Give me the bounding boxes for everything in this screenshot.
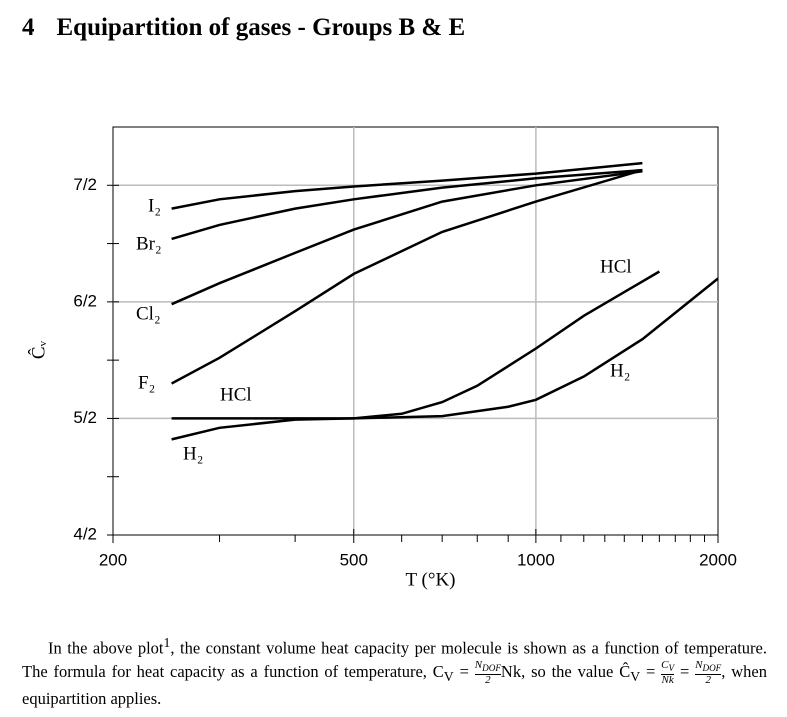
text: =	[640, 661, 662, 681]
series-label: HCl	[220, 384, 252, 405]
series-label: H₂	[610, 360, 630, 381]
y-axis-label: Ĉᵥ	[27, 340, 49, 359]
series-label: Br₂	[136, 233, 162, 254]
text: N	[474, 658, 483, 671]
x-tick-label: 2000	[699, 550, 737, 569]
text: C	[432, 661, 444, 681]
text: Ĉ	[619, 661, 631, 681]
y-tick-label: 6/2	[73, 291, 97, 310]
denominator: Nk	[661, 673, 674, 686]
denominator: 2	[695, 673, 721, 686]
series-line	[171, 161, 643, 210]
text: , when equipartition applies.	[22, 661, 767, 708]
y-tick-label: 4/2	[73, 524, 97, 543]
x-tick-label: 1000	[517, 550, 555, 569]
chart: 4/2 5/2 6/2 7/2 200 500 1000 2000 T (°K) Ĉᵥ I₂ Br₂ C…	[27, 126, 737, 590]
section-title: 4 Equipartition of gases - Groups B & E	[22, 14, 465, 42]
superscript: 1	[163, 635, 171, 650]
numerator: CV	[661, 658, 675, 675]
fraction: CV Nk	[661, 658, 675, 686]
section-number: 4	[22, 14, 35, 41]
text: 2	[485, 673, 491, 686]
series-line	[171, 277, 719, 441]
numerator: NDOF	[474, 658, 501, 675]
denominator: 2	[475, 673, 501, 686]
series-label: F₂	[138, 372, 155, 393]
subscript: V	[668, 662, 675, 673]
series-label: HCl	[600, 256, 632, 277]
x-tick-label: 500	[340, 550, 368, 569]
series-label: H₂	[183, 443, 203, 464]
x-axis-label: T (°K)	[406, 569, 456, 590]
text: =	[674, 661, 696, 681]
subscript: DOF	[482, 662, 501, 673]
paragraph: In the above plot1, the constant volume …	[22, 632, 767, 710]
series-line	[171, 168, 643, 385]
numerator: NDOF	[695, 658, 722, 675]
title-text: Equipartition of gases - Groups B & E	[56, 14, 466, 41]
subscript: DOF	[702, 662, 722, 673]
text: C	[661, 658, 669, 671]
series-line	[171, 170, 643, 306]
series-label: Cl₂	[136, 303, 161, 324]
text: , so the value	[521, 661, 620, 681]
series-line	[171, 168, 643, 241]
text: Nk	[661, 673, 674, 686]
y-tick-label: 5/2	[73, 408, 97, 427]
text: N	[695, 658, 703, 671]
x-tick-label: 200	[99, 550, 127, 569]
plot-frame	[112, 126, 719, 536]
text: In the above plot	[48, 638, 164, 658]
text: , the constant volume heat capacity per …	[22, 638, 767, 681]
subscript: V	[443, 668, 454, 684]
fraction: NDOF 2	[474, 658, 501, 686]
text: =	[453, 661, 475, 681]
series-label: I₂	[148, 195, 161, 216]
fraction: NDOF 2	[695, 658, 722, 686]
text: 2	[705, 673, 711, 686]
text: Nk	[500, 661, 522, 681]
y-tick-label: 7/2	[73, 175, 97, 194]
subscript: V	[630, 668, 641, 684]
